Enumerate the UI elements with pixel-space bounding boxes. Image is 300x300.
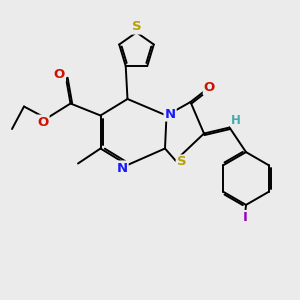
- Text: S: S: [132, 20, 141, 34]
- Text: O: O: [37, 116, 49, 129]
- Text: S: S: [177, 155, 186, 169]
- Text: I: I: [243, 211, 248, 224]
- Text: O: O: [204, 81, 215, 94]
- Text: O: O: [54, 68, 65, 81]
- Text: H: H: [231, 113, 241, 127]
- Text: N: N: [164, 107, 176, 121]
- Text: N: N: [116, 161, 128, 175]
